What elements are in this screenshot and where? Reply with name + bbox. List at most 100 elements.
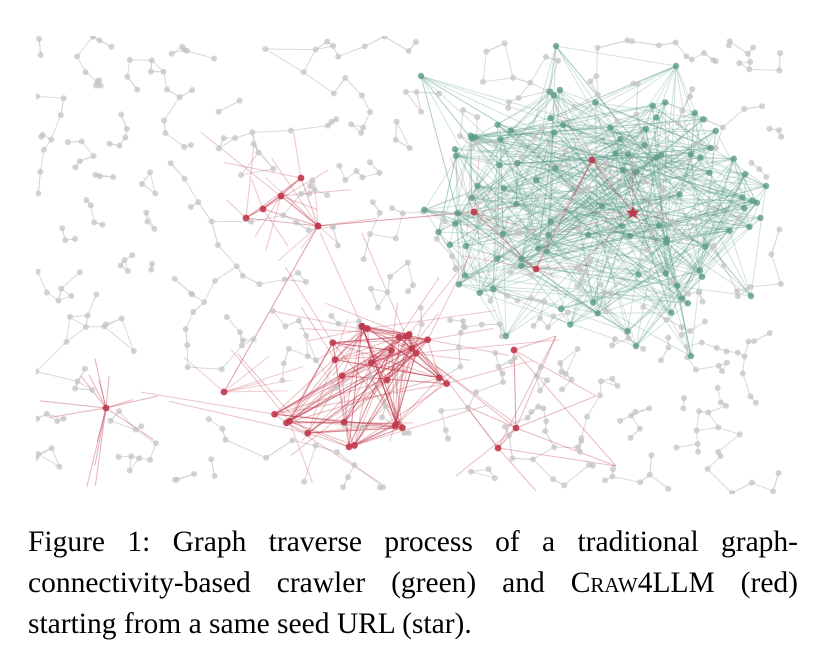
green-node [502,332,510,340]
graph-node [138,180,145,187]
graph-node [457,363,464,370]
green-node [547,218,554,225]
graph-edge [482,77,514,83]
red-node [424,336,432,344]
green-edge [454,223,494,290]
red-edge [250,179,264,210]
green-node [700,116,707,123]
green-edge [699,158,735,271]
graph-node [500,379,507,386]
green-node [517,262,525,270]
green-edge [456,138,501,214]
graph-edge [395,213,404,239]
green-node [543,248,550,255]
green-edge [615,153,672,313]
red-node [242,214,250,222]
graph-edge [687,238,715,247]
graph-node [359,174,366,181]
green-edge [699,173,746,271]
green-edge [548,234,594,303]
green-edge [690,147,711,155]
green-node [547,114,554,122]
green-edge [471,197,753,202]
graph-node [348,121,355,128]
green-edge [550,156,657,223]
red-edge [290,379,388,456]
graph-node [483,48,490,55]
graph-edge [677,122,697,145]
green-edge [424,128,646,211]
graph-edge [643,306,667,321]
graph-node [342,74,349,81]
graph-node [540,405,547,412]
green-edge [635,302,689,347]
graph-node [775,470,782,477]
green-edge [424,209,628,332]
green-edge [636,171,730,232]
graph-edge [436,238,453,257]
graph-node [168,50,175,57]
green-edge [497,172,710,260]
graph-node [336,162,343,169]
graph-node [442,427,449,434]
green-edge [479,128,647,294]
green-edge [665,172,710,274]
green-node [461,272,469,279]
graph-node [184,342,191,349]
graph-node [720,262,727,269]
green-edge [474,105,653,138]
graph-node [255,149,262,156]
graph-node [506,99,513,106]
graph-node [571,103,578,110]
red-edge [465,405,499,449]
green-edge [497,91,551,126]
graph-edge [416,91,440,95]
graph-node [714,384,721,391]
green-edge [520,265,752,297]
graph-node [40,146,47,153]
graph-node [116,142,123,149]
green-edge [635,200,753,347]
graph-node [723,359,730,366]
green-edge [615,153,662,156]
graph-edge [36,370,78,382]
red-edge [361,326,388,381]
red-edge [515,427,617,467]
red-node [408,344,416,352]
graph-node [768,251,775,258]
green-edge [517,162,631,237]
graph-edge [308,226,333,231]
green-edge [619,138,631,237]
green-node [658,151,665,158]
red-edge [286,422,309,434]
graph-node [594,91,601,98]
graph-node [674,120,681,127]
green-node [624,151,632,158]
graph-node [282,323,289,330]
green-edge [424,209,667,240]
graph-node [404,259,411,266]
red-node [405,330,413,338]
green-edge [470,135,539,249]
graph-node [74,378,81,385]
green-edge [546,230,730,253]
graph-edge [165,132,185,148]
green-edge [502,45,557,234]
graph-node [487,297,494,304]
green-edge [520,200,753,267]
graph-node [508,358,515,365]
green-edge [597,207,745,314]
red-edge [354,427,403,446]
graph-node [208,218,215,225]
green-edge [499,139,571,325]
green-edge [454,130,512,224]
graph-node [584,413,591,420]
green-edge [477,185,631,237]
graph-node [586,461,593,468]
green-edge [550,117,683,299]
graph-edge [369,376,387,407]
graph-edge [364,36,385,47]
graph-node [715,424,722,431]
green-edge [569,112,696,325]
red-edge [386,379,397,425]
